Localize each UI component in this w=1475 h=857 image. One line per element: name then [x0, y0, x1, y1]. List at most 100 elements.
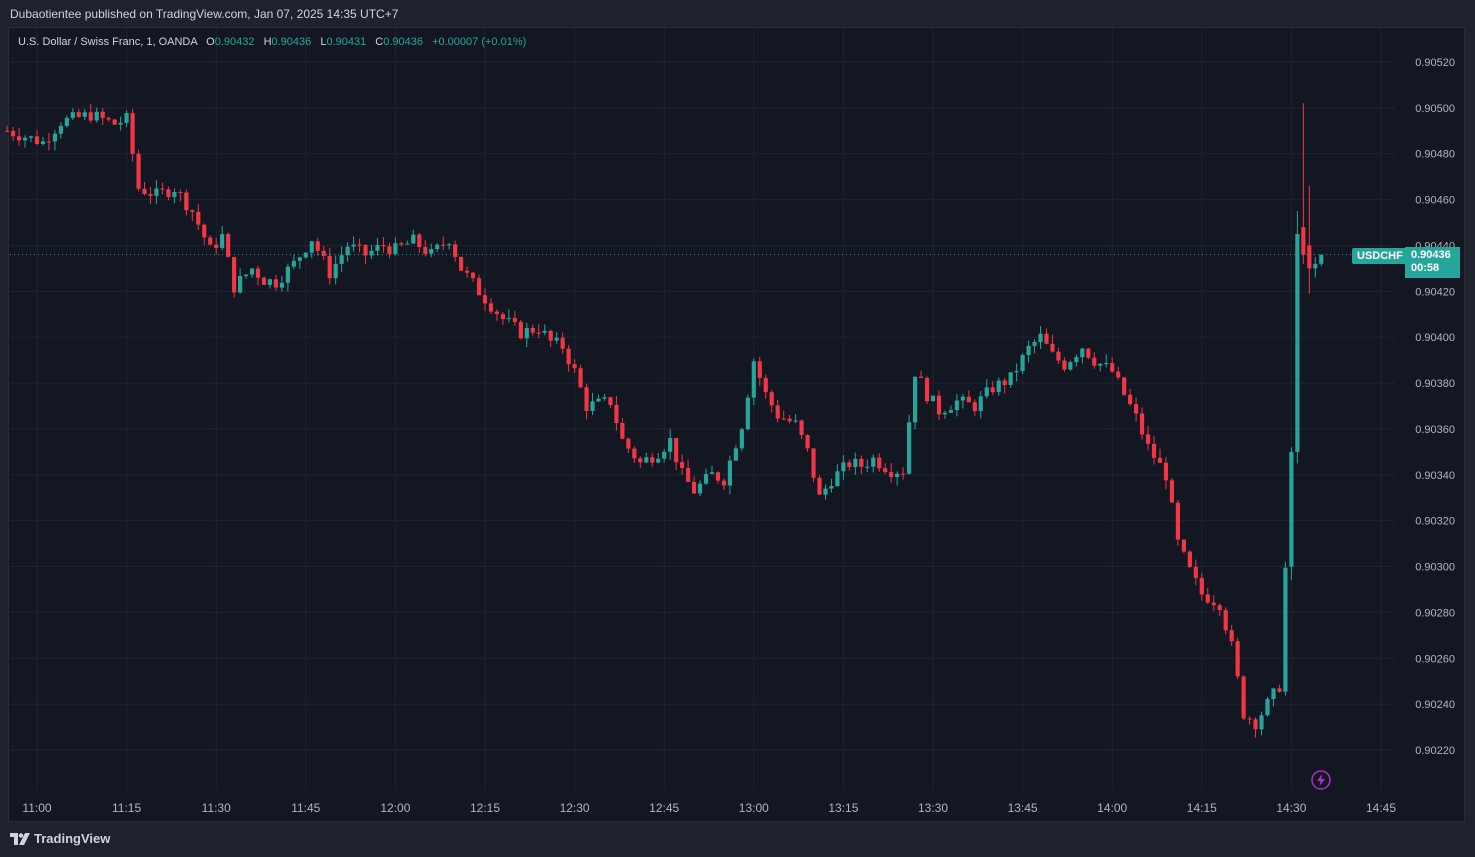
- candle-body: [459, 256, 464, 271]
- symbol-title[interactable]: U.S. Dollar / Swiss Franc, 1, OANDA: [18, 36, 198, 48]
- x-tick-label: 13:45: [1008, 801, 1038, 815]
- candle-body: [727, 460, 732, 486]
- low-label: L: [320, 36, 327, 48]
- candle-body: [978, 396, 983, 412]
- candle-body: [178, 192, 183, 194]
- candle-body: [1044, 333, 1049, 344]
- candle-body: [52, 133, 58, 142]
- x-tick-label: 11:30: [202, 801, 231, 815]
- candle-body: [297, 257, 302, 261]
- candle-body: [1307, 245, 1312, 269]
- candle-body: [709, 472, 715, 474]
- candle-body: [650, 457, 655, 463]
- candle-body: [536, 332, 541, 334]
- candle-body: [279, 282, 284, 288]
- x-tick-label: 14:15: [1187, 801, 1217, 815]
- candle-body: [261, 277, 267, 285]
- candle-body: [966, 396, 971, 403]
- candle-body: [303, 252, 308, 258]
- candle-body: [512, 318, 517, 322]
- price-axis: 0.905200.905000.904800.904600.904400.904…: [1415, 57, 1455, 757]
- candle-body: [1265, 698, 1270, 716]
- footer-brand: TradingView: [34, 831, 111, 846]
- x-tick-label: 12:45: [649, 801, 679, 815]
- candle-body: [226, 234, 231, 257]
- candle-body: [64, 117, 69, 126]
- tradingview-logo-icon: [10, 832, 30, 845]
- candle-body: [674, 438, 679, 463]
- candle-body: [656, 458, 661, 463]
- chart-pane[interactable]: [8, 27, 1465, 822]
- candle-body: [148, 194, 153, 196]
- candle-body: [715, 472, 721, 481]
- candle-body: [88, 112, 93, 121]
- candle-body: [273, 279, 279, 288]
- candle-body: [614, 404, 619, 424]
- y-tick-label: 0.90500: [1415, 103, 1455, 115]
- x-tick-label: 14:30: [1276, 801, 1306, 815]
- flash-icon[interactable]: [1311, 770, 1331, 790]
- x-tick-label: 13:30: [918, 801, 948, 815]
- candle-body: [387, 246, 392, 254]
- candle-body: [333, 263, 338, 279]
- candle-body: [703, 473, 709, 484]
- y-tick-label: 0.90480: [1415, 149, 1455, 161]
- candle-body: [1283, 567, 1288, 692]
- candle-body: [1229, 630, 1234, 642]
- candle-body: [984, 387, 989, 397]
- candle-body: [602, 397, 607, 399]
- candle-body: [5, 130, 10, 132]
- candle-body: [1181, 539, 1186, 552]
- candle-body: [799, 420, 804, 435]
- candle-body: [1110, 363, 1115, 372]
- y-tick-label: 0.90260: [1415, 653, 1455, 665]
- candle-body: [751, 361, 756, 398]
- candle-body: [405, 243, 410, 245]
- candle-body: [596, 398, 601, 402]
- candle-body: [1139, 413, 1145, 435]
- candle-body: [912, 376, 918, 423]
- candle-body: [70, 112, 75, 118]
- candle-body: [691, 481, 697, 494]
- candle-body: [243, 274, 249, 277]
- candle-body: [954, 400, 959, 411]
- candle-body: [853, 458, 858, 468]
- x-tick-label: 14:45: [1366, 801, 1396, 815]
- candle-body: [345, 246, 350, 256]
- x-tick-label: 12:15: [470, 801, 500, 815]
- candle-body: [638, 458, 643, 463]
- candle-body: [697, 483, 703, 494]
- candle-body: [1145, 434, 1151, 444]
- candle-body: [1050, 343, 1055, 352]
- candle-body: [829, 486, 834, 489]
- candle-body: [1122, 377, 1127, 395]
- candle-body: [733, 448, 738, 461]
- candle-body: [996, 380, 1001, 393]
- x-tick-label: 11:00: [22, 801, 51, 815]
- candle-body: [100, 111, 105, 118]
- candle-body: [1157, 457, 1163, 463]
- y-tick-label: 0.90380: [1415, 378, 1455, 390]
- candle-body: [895, 473, 900, 478]
- candle-body: [662, 451, 667, 459]
- top-bar: Dubaotientee published on TradingView.co…: [0, 0, 1475, 28]
- candle-body: [321, 250, 326, 256]
- tradingview-logo[interactable]: TradingView: [10, 831, 110, 846]
- candle-body: [1163, 462, 1169, 481]
- time-axis: 11:00 11:15 11:30 11:45 12:00 12:15 12:30 12:45…: [22, 801, 1396, 815]
- candle-body: [190, 210, 195, 212]
- candle-body: [960, 396, 965, 401]
- candle-body: [327, 255, 332, 279]
- candle-body: [82, 112, 87, 117]
- candle-body: [1014, 371, 1019, 373]
- bar-countdown: 00:58: [1411, 262, 1440, 274]
- candle-body: [196, 211, 201, 225]
- candle-body: [1008, 372, 1013, 385]
- candle-body: [1253, 719, 1258, 730]
- candle-body: [924, 377, 930, 402]
- candle-body: [572, 364, 577, 369]
- candle-body: [930, 395, 936, 402]
- candle-body: [1026, 345, 1031, 356]
- grid: [10, 28, 1395, 790]
